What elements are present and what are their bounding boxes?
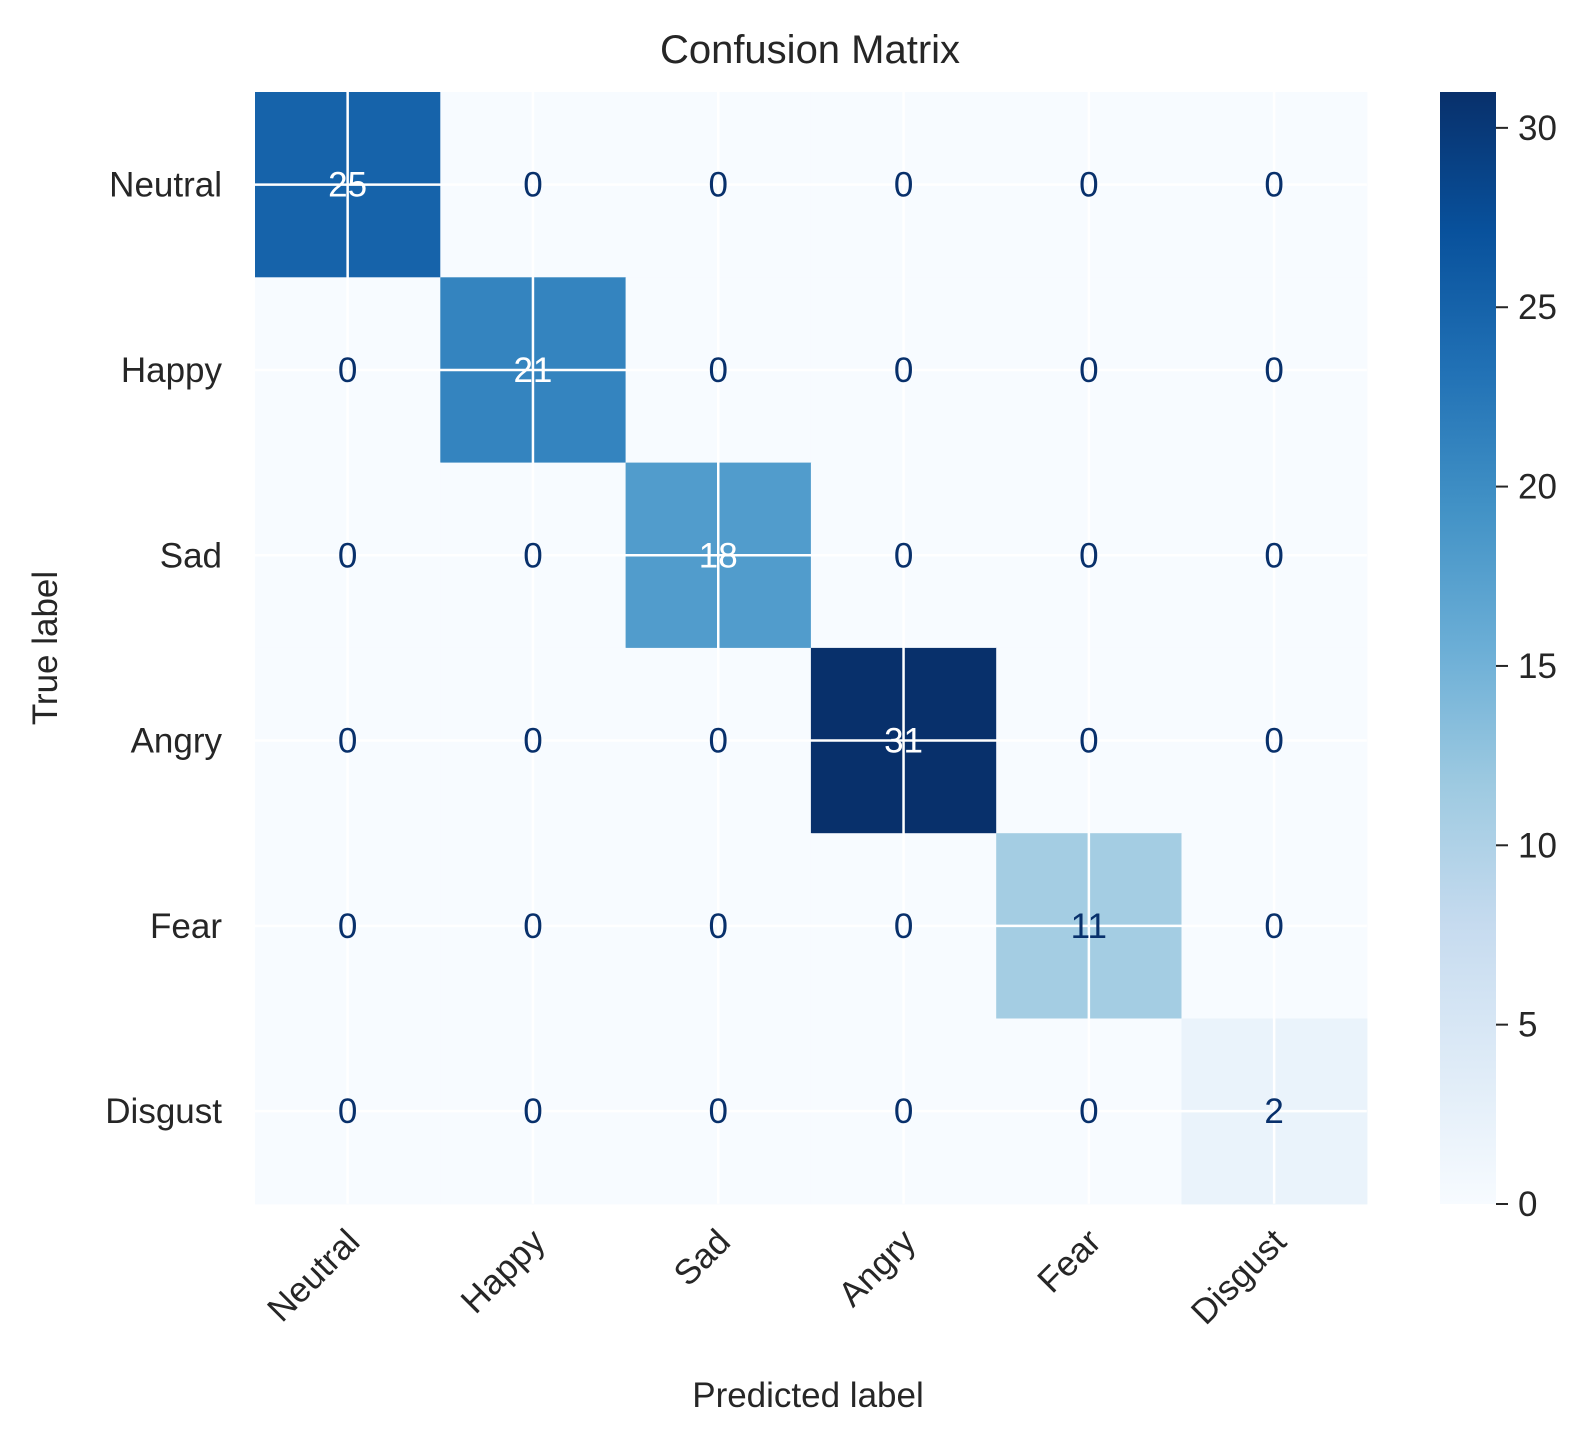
y-tick-label: Neutral xyxy=(109,166,222,205)
cell-value-label: 0 xyxy=(1079,1092,1098,1131)
colorbar-tick-label: 25 xyxy=(1518,288,1557,327)
cell-value-label: 0 xyxy=(1264,166,1283,205)
y-tick-label: Happy xyxy=(121,351,223,390)
cell-value-label: 0 xyxy=(338,1092,357,1131)
heatmap-matrix xyxy=(255,92,1368,1205)
cell-value-label: 0 xyxy=(894,166,913,205)
cell-value-label: 21 xyxy=(513,351,552,390)
cell-value-label: 0 xyxy=(709,722,728,761)
y-tick-label: Sad xyxy=(160,536,222,575)
cell-value-label: 2 xyxy=(1264,1092,1283,1131)
cell-value-label: 0 xyxy=(523,722,542,761)
cell-value-label: 18 xyxy=(699,536,738,575)
colorbar-gradient xyxy=(1440,92,1496,1204)
y-axis-label: True label xyxy=(26,571,65,725)
cell-value-label: 0 xyxy=(709,351,728,390)
cell-value-label: 0 xyxy=(894,907,913,946)
heatmap-gridlines xyxy=(255,92,1367,1204)
x-axis-label: Predicted label xyxy=(692,1376,924,1415)
cell-value-label: 0 xyxy=(523,166,542,205)
cell-value-label: 0 xyxy=(338,907,357,946)
y-tick-label: Fear xyxy=(150,907,222,946)
colorbar-tick-label: 10 xyxy=(1518,826,1557,865)
colorbar-tick-label: 15 xyxy=(1518,647,1557,686)
colorbar-tick-label: 0 xyxy=(1518,1185,1537,1224)
cell-value-label: 0 xyxy=(709,907,728,946)
cell-value-label: 0 xyxy=(338,722,357,761)
cell-value-label: 0 xyxy=(1264,351,1283,390)
colorbar-tick-label: 20 xyxy=(1518,468,1557,507)
colorbar-tick-label: 5 xyxy=(1518,1006,1537,1045)
cell-value-label: 0 xyxy=(338,536,357,575)
cell-value-label: 0 xyxy=(1079,166,1098,205)
cell-value-labels: 25 0 0 0 0 0 0 21 0 0 0 0 0 0 18 0 0 0 0 0 0 31 0 0 0 0 0 0 11 0 0 0 0 0 0… xyxy=(328,166,1284,1132)
cell-value-label: 0 xyxy=(1079,536,1098,575)
cell-value-label: 0 xyxy=(523,907,542,946)
cell-value-label: 0 xyxy=(338,351,357,390)
y-tick-label: Disgust xyxy=(105,1092,222,1131)
cell-value-label: 0 xyxy=(1264,907,1283,946)
cell-value-label: 0 xyxy=(894,536,913,575)
chart-title: Confusion Matrix xyxy=(660,28,960,72)
y-tick-label: Angry xyxy=(131,722,223,761)
cell-value-label: 0 xyxy=(709,1092,728,1131)
cell-value-label: 0 xyxy=(523,1092,542,1131)
cell-value-label: 25 xyxy=(328,166,367,205)
cell-value-label: 0 xyxy=(894,1092,913,1131)
colorbar: 0 5 10 15 20 25 30 xyxy=(1440,92,1557,1224)
cell-value-label: 0 xyxy=(1079,722,1098,761)
cell-value-label: 0 xyxy=(523,536,542,575)
y-tick-labels: Neutral Happy Sad Angry Fear Disgust xyxy=(105,166,222,1132)
cell-value-label: 0 xyxy=(709,166,728,205)
cell-value-label: 11 xyxy=(1071,907,1107,946)
cell-value-label: 0 xyxy=(894,351,913,390)
colorbar-tick-label: 30 xyxy=(1518,109,1557,148)
cell-value-label: 0 xyxy=(1264,536,1283,575)
cell-value-label: 0 xyxy=(1264,722,1283,761)
cell-value-label: 0 xyxy=(1079,351,1098,390)
cell-value-label: 31 xyxy=(884,722,923,761)
